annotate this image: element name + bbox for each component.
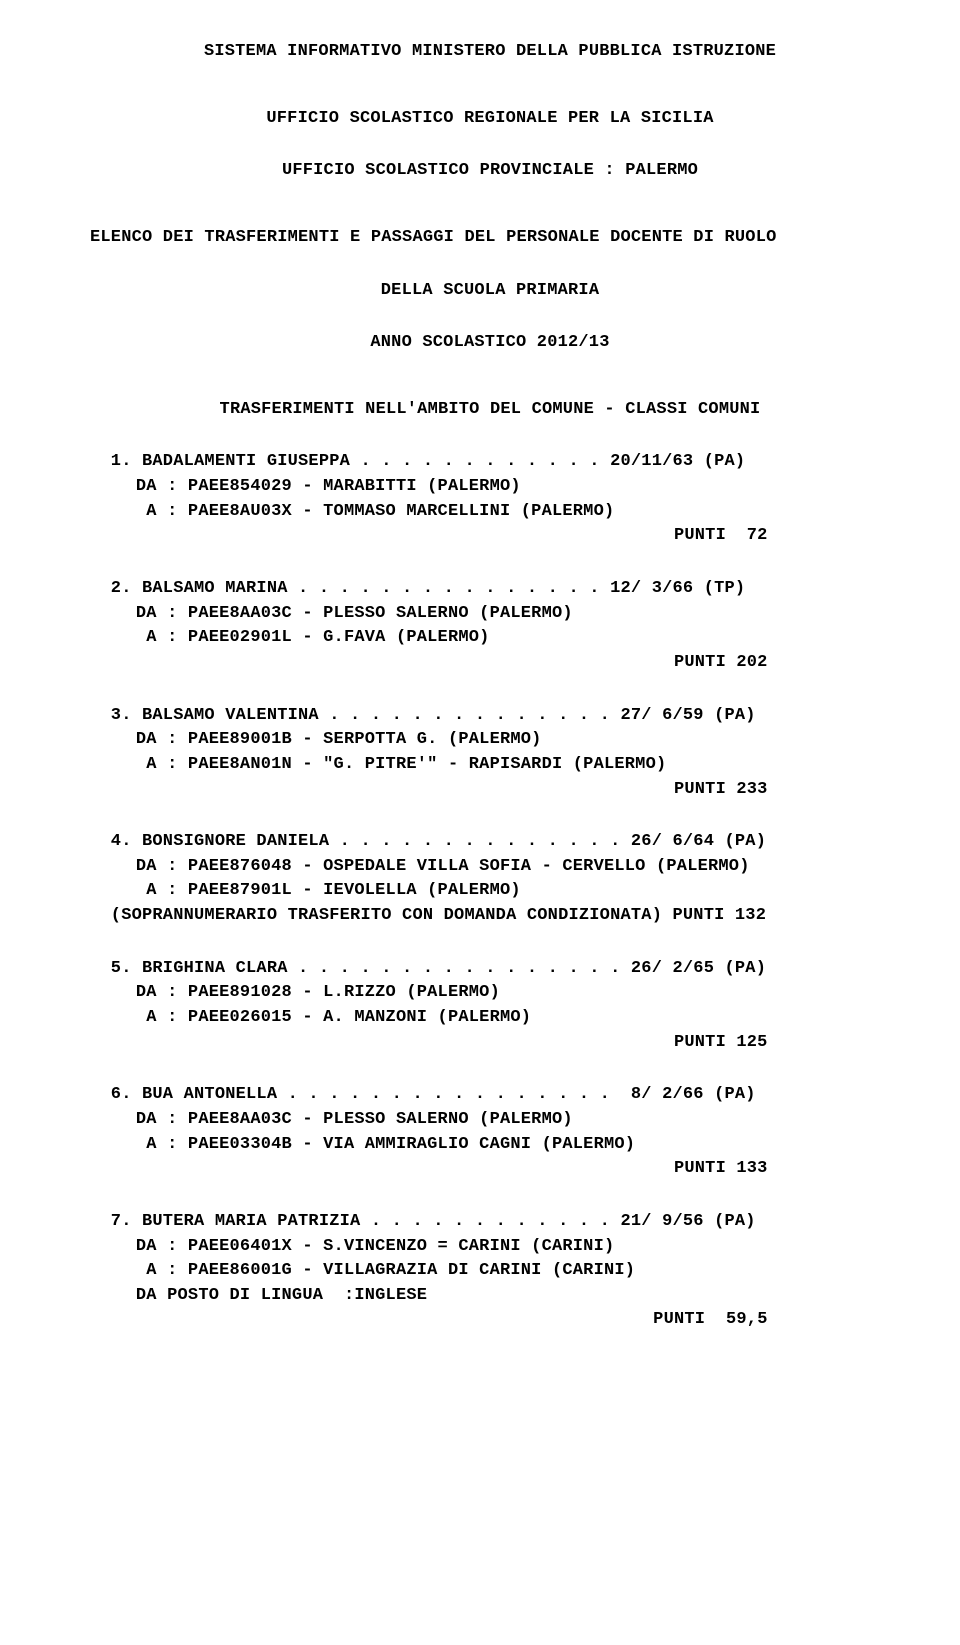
entry-title-line: 7. BUTERA MARIA PATRIZIA . . . . . . . .…: [90, 1210, 890, 1235]
entry-row: 6. BUA ANTONELLA . . . . . . . . . . . .…: [90, 1083, 890, 1182]
entry-da-line: DA : PAEE89001B - SERPOTTA G. (PALERMO): [90, 728, 890, 753]
entry-title-line: 4. BONSIGNORE DANIELA . . . . . . . . . …: [90, 830, 890, 855]
entry-da-line: DA : PAEE06401X - S.VINCENZO = CARINI (C…: [90, 1235, 890, 1260]
entries-list: 1. BADALAMENTI GIUSEPPA . . . . . . . . …: [90, 450, 890, 1333]
entry-note-line: (SOPRANNUMERARIO TRASFERITO CON DOMANDA …: [90, 904, 890, 929]
entry-a-line: A : PAEE03304B - VIA AMMIRAGLIO CAGNI (P…: [90, 1133, 890, 1158]
entry-row: 5. BRIGHINA CLARA . . . . . . . . . . . …: [90, 957, 890, 1056]
entry-da-line: DA : PAEE8AA03C - PLESSO SALERNO (PALERM…: [90, 1108, 890, 1133]
header-line-3: UFFICIO SCOLASTICO PROVINCIALE : PALERMO: [90, 159, 890, 184]
entry-row: 2. BALSAMO MARINA . . . . . . . . . . . …: [90, 577, 890, 676]
header-line-2: UFFICIO SCOLASTICO REGIONALE PER LA SICI…: [90, 107, 890, 132]
entry-points: PUNTI 233: [90, 778, 890, 803]
header-line-5: DELLA SCUOLA PRIMARIA: [90, 279, 890, 304]
entry-da-line: DA : PAEE891028 - L.RIZZO (PALERMO): [90, 981, 890, 1006]
header-line-4: ELENCO DEI TRASFERIMENTI E PASSAGGI DEL …: [90, 226, 890, 251]
entry-title-line: 1. BADALAMENTI GIUSEPPA . . . . . . . . …: [90, 450, 890, 475]
entry-da-line: DA : PAEE854029 - MARABITTI (PALERMO): [90, 475, 890, 500]
entry-points: PUNTI 125: [90, 1031, 890, 1056]
entry-points: PUNTI 59,5: [90, 1308, 890, 1333]
entry-da-line: DA : PAEE8AA03C - PLESSO SALERNO (PALERM…: [90, 602, 890, 627]
entry-points: PUNTI 202: [90, 651, 890, 676]
entry-row: 3. BALSAMO VALENTINA . . . . . . . . . .…: [90, 704, 890, 803]
entry-points: PUNTI 72: [90, 524, 890, 549]
entry-row: 7. BUTERA MARIA PATRIZIA . . . . . . . .…: [90, 1210, 890, 1333]
entry-row: 1. BADALAMENTI GIUSEPPA . . . . . . . . …: [90, 450, 890, 549]
entry-title-line: 5. BRIGHINA CLARA . . . . . . . . . . . …: [90, 957, 890, 982]
entry-a-line: A : PAEE02901L - G.FAVA (PALERMO): [90, 626, 890, 651]
entry-title-line: 2. BALSAMO MARINA . . . . . . . . . . . …: [90, 577, 890, 602]
entry-da-line: DA : PAEE876048 - OSPEDALE VILLA SOFIA -…: [90, 855, 890, 880]
entry-extra-line: DA POSTO DI LINGUA :INGLESE: [90, 1284, 890, 1309]
entry-a-line: A : PAEE86001G - VILLAGRAZIA DI CARINI (…: [90, 1259, 890, 1284]
section-title: TRASFERIMENTI NELL'AMBITO DEL COMUNE - C…: [90, 398, 890, 423]
entry-title-line: 3. BALSAMO VALENTINA . . . . . . . . . .…: [90, 704, 890, 729]
header-line-6: ANNO SCOLASTICO 2012/13: [90, 331, 890, 356]
entry-title-line: 6. BUA ANTONELLA . . . . . . . . . . . .…: [90, 1083, 890, 1108]
entry-row: 4. BONSIGNORE DANIELA . . . . . . . . . …: [90, 830, 890, 929]
entry-a-line: A : PAEE8AN01N - "G. PITRE'" - RAPISARDI…: [90, 753, 890, 778]
entry-a-line: A : PAEE8AU03X - TOMMASO MARCELLINI (PAL…: [90, 500, 890, 525]
entry-a-line: A : PAEE87901L - IEVOLELLA (PALERMO): [90, 879, 890, 904]
entry-points: PUNTI 133: [90, 1157, 890, 1182]
document-page: SISTEMA INFORMATIVO MINISTERO DELLA PUBB…: [0, 0, 960, 1645]
header-line-1: SISTEMA INFORMATIVO MINISTERO DELLA PUBB…: [90, 40, 890, 65]
entry-a-line: A : PAEE026015 - A. MANZONI (PALERMO): [90, 1006, 890, 1031]
